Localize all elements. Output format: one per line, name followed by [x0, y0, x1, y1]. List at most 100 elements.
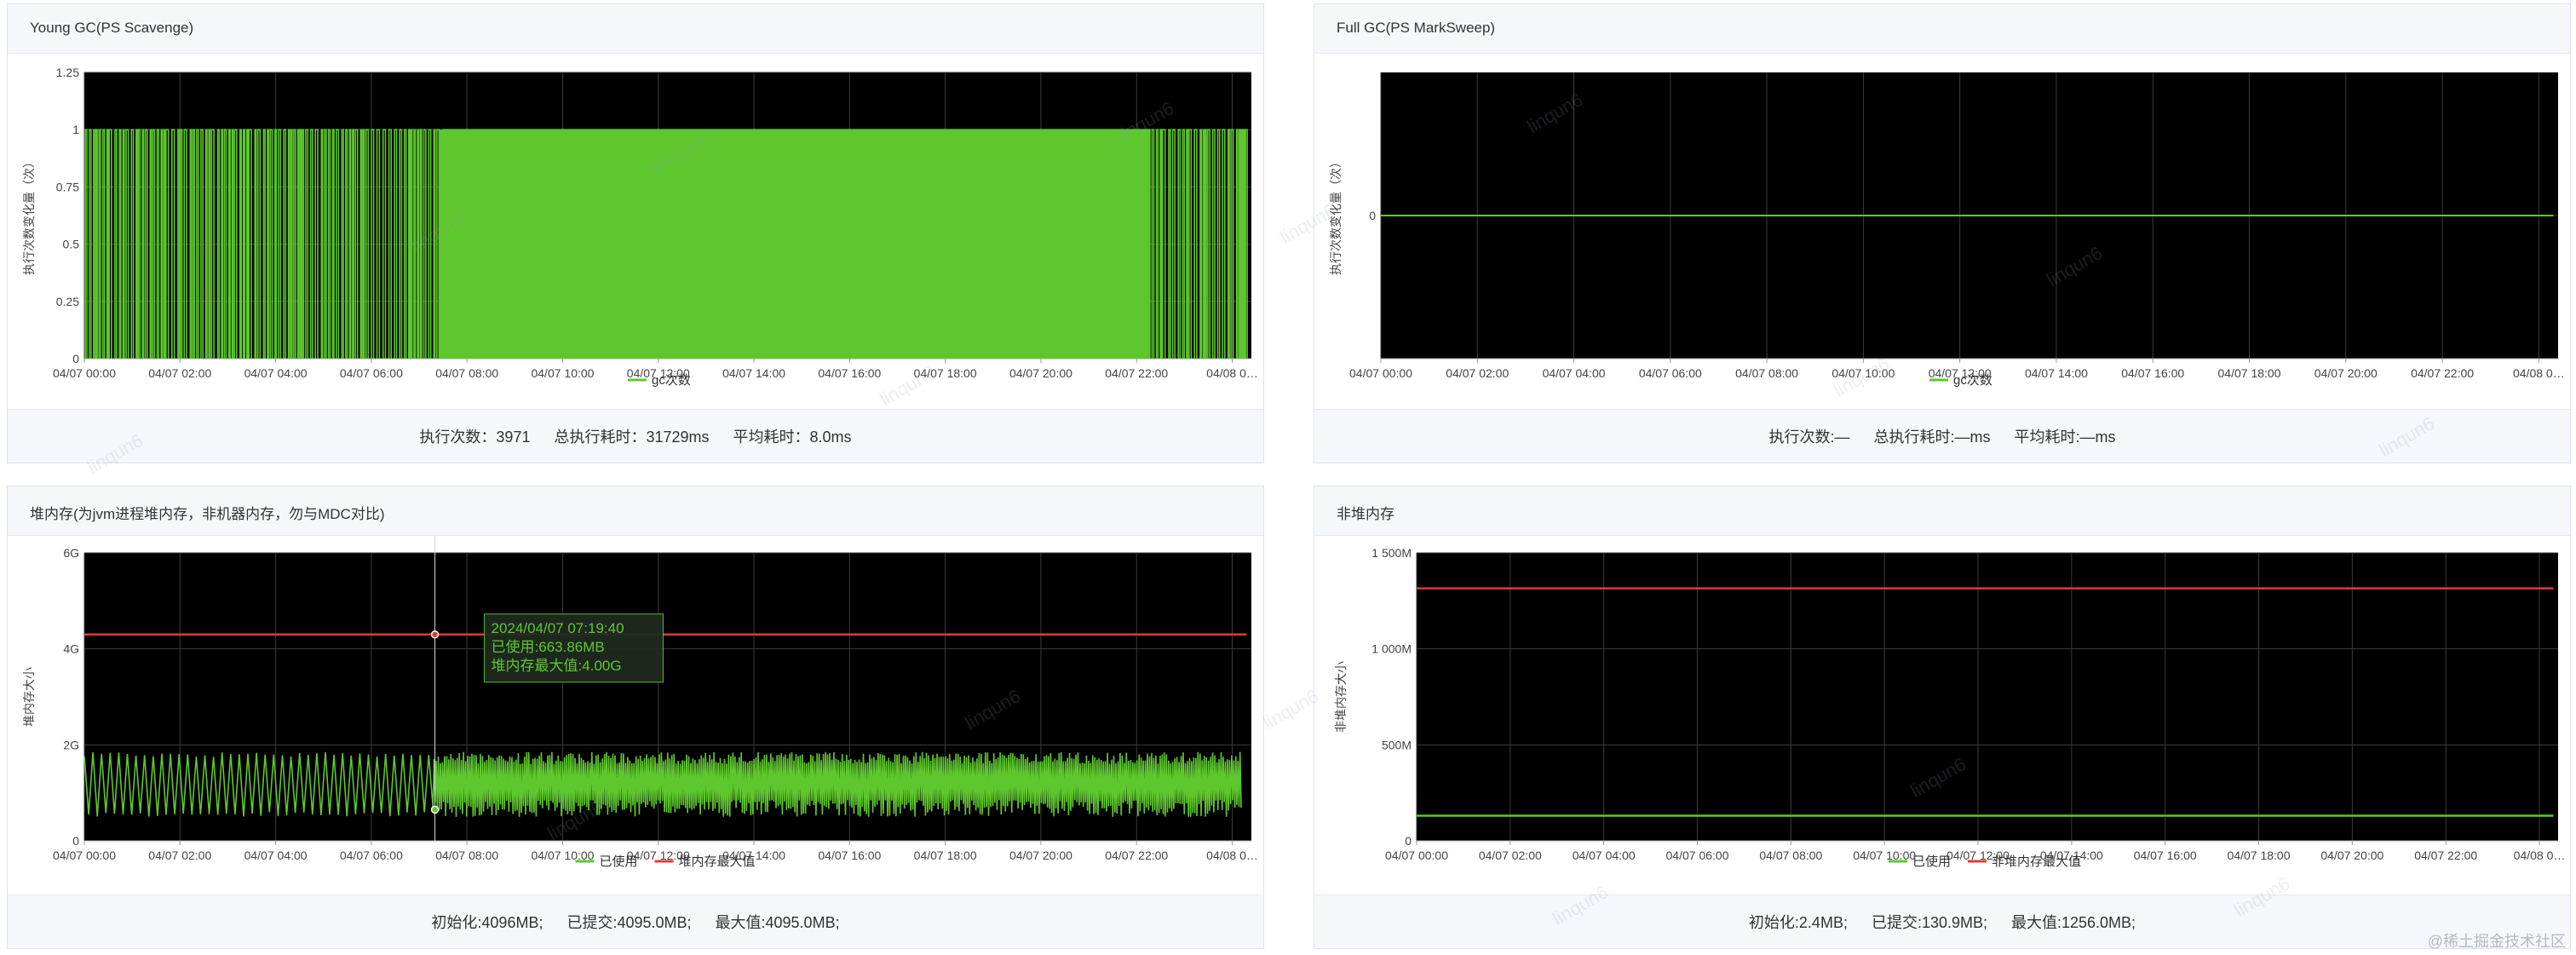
x-tick-label: 04/07 06:00 [1666, 849, 1729, 862]
legend-label: gc次数 [652, 373, 691, 388]
panel-footer: 初始化:2.4MB; 已提交:130.9MB; 最大值:1256.0MB; [1314, 895, 2570, 948]
x-tick-label: 04/07 20:00 [2320, 849, 2383, 862]
x-tick-label: 04/07 08:00 [1735, 366, 1798, 380]
non-heap-memory-panel: 非堆内存 04/07 00:00 04/07 02:00 04/07 04:00 04… [1314, 486, 2571, 949]
panel-title: 非堆内存 [1337, 506, 1394, 522]
heap-memory-panel: 堆内存(为jvm进程堆内存，非机器内存，勿与MDC对比) 04/07 00:00… [7, 486, 1264, 949]
panel-title: Young GC(PS Scavenge) [30, 20, 194, 36]
x-tick-label: 04/07 20:00 [1009, 366, 1072, 380]
panel-header: 非堆内存 [1314, 486, 2570, 536]
heap-max-stat: 最大值:4095.0MB; [715, 914, 840, 931]
x-tick-label: 04/07 02:00 [148, 849, 211, 862]
x-tick-label: 04/07 06:00 [340, 366, 403, 380]
x-tick-label: 04/08 0… [1206, 366, 1258, 380]
x-tick-label: 04/07 08:00 [1759, 849, 1822, 862]
y-axis-label: 执行次数变化量（次） [1329, 156, 1343, 275]
y-tick-label: 0 [1369, 209, 1376, 222]
x-tick-label: 04/07 16:00 [818, 366, 881, 380]
nonheap-committed-stat: 已提交:130.9MB; [1871, 914, 1987, 931]
y-tick-label: 2G [63, 738, 79, 751]
tooltip-box [484, 613, 664, 683]
series-area-gc-count [438, 129, 1147, 359]
legend-label: 堆内存最大值 [679, 854, 756, 869]
crosshair-point-max [430, 630, 440, 639]
tooltip-used: 已使用:663.86MB [492, 638, 605, 655]
panel-footer: 执行次数:— 总执行耗时:—ms 平均耗时:—ms [1314, 409, 2570, 463]
x-tick-label: 04/07 08:00 [435, 849, 498, 862]
y-tick-label: 1.25 [56, 66, 79, 79]
x-tick-label: 04/07 00:00 [1349, 366, 1412, 380]
legend-label: 非堆内存最大值 [1992, 854, 2081, 869]
x-tick-label: 04/07 14:00 [722, 849, 785, 862]
heap-memory-chart[interactable]: 04/07 00:00 04/07 02:00 04/07 04:00 04/07 0… [8, 536, 1263, 895]
x-tick-label: 04/07 16:00 [2134, 849, 2197, 862]
full-gc-chart[interactable]: 04/07 00:00 04/07 02:00 04/07 04:00 04/07 0… [1314, 54, 2570, 410]
y-axis-label: 堆内存大小 [22, 667, 36, 727]
crosshair-point-used [430, 805, 440, 814]
y-tick-label: 1 000M [1371, 642, 1412, 656]
legend-label: 已使用 [600, 854, 638, 869]
full-gc-panel: Full GC(PS MarkSweep) 04/07 00:00 04/07 0… [1314, 3, 2571, 463]
x-tick-label: 04/07 22:00 [2411, 366, 2474, 380]
tooltip-time: 2024/04/07 07:19:40 [492, 620, 624, 636]
x-tick-label: 04/08 0… [1206, 849, 1258, 862]
x-tick-label: 04/07 08:00 [435, 366, 498, 380]
x-tick-label: 04/07 10:00 [1831, 366, 1895, 380]
x-tick-label: 04/07 20:00 [2314, 366, 2378, 380]
panel-header: Full GC(PS MarkSweep) [1314, 4, 2570, 54]
gc-avg-time-stat: 平均耗时：8.0ms [733, 429, 852, 446]
x-tick-label: 04/07 00:00 [53, 366, 116, 380]
x-tick-label: 04/07 12:00 [1929, 366, 1992, 380]
legend-label: gc次数 [1953, 373, 1992, 388]
x-tick-label: 04/07 00:00 [1385, 849, 1448, 862]
y-tick-label: 0 [1405, 834, 1412, 848]
young-gc-chart[interactable]: 04/07 00:00 04/07 02:00 04/07 04:00 04/07 0… [8, 54, 1263, 410]
gc-total-time-stat: 总执行耗时：31729ms [554, 429, 710, 446]
y-tick-label: 0 [72, 834, 79, 848]
x-tick-label: 04/07 12:00 [1946, 849, 2010, 862]
series-line-used [83, 751, 1242, 817]
y-tick-label: 6G [63, 546, 79, 560]
y-tick-label: 500M [1382, 738, 1412, 751]
nonheap-init-stat: 初始化:2.4MB; [1748, 914, 1848, 931]
heap-init-stat: 初始化:4096MB; [431, 914, 543, 931]
x-tick-label: 04/07 22:00 [1105, 849, 1168, 862]
x-tick-label: 04/07 18:00 [2218, 366, 2281, 380]
x-tick-label: 04/07 12:00 [627, 366, 690, 380]
nonheap-max-stat: 最大值:1256.0MB; [2011, 914, 2136, 931]
panel-footer: 执行次数：3971 总执行耗时：31729ms 平均耗时：8.0ms [8, 409, 1263, 463]
y-tick-label: 0.25 [56, 295, 79, 308]
x-tick-label: 04/07 02:00 [1446, 366, 1509, 380]
y-tick-label: 1 500M [1371, 546, 1412, 560]
x-tick-label: 04/07 22:00 [1105, 366, 1168, 380]
gc-count-stat: 执行次数:— [1768, 429, 1850, 446]
x-tick-label: 04/07 12:00 [627, 849, 690, 862]
panel-header: 堆内存(为jvm进程堆内存，非机器内存，勿与MDC对比) [8, 486, 1263, 536]
x-tick-label: 04/07 16:00 [818, 849, 881, 862]
x-tick-label: 04/07 14:00 [722, 366, 785, 380]
y-tick-label: 1 [72, 123, 79, 136]
non-heap-memory-chart[interactable]: 04/07 00:00 04/07 02:00 04/07 04:00 04/07 0… [1314, 536, 2570, 895]
panel-footer: 初始化:4096MB; 已提交:4095.0MB; 最大值:4095.0MB; [8, 895, 1263, 948]
x-tick-label: 04/07 10:00 [531, 366, 594, 380]
x-tick-label: 04/07 20:00 [1009, 849, 1072, 862]
panel-title: Full GC(PS MarkSweep) [1337, 20, 1496, 36]
x-tick-label: 04/07 04:00 [244, 849, 308, 862]
x-tick-label: 04/07 14:00 [2025, 366, 2088, 380]
gc-total-time-stat: 总执行耗时:—ms [1873, 429, 1991, 446]
x-tick-label: 04/07 18:00 [2228, 849, 2291, 862]
x-tick-label: 04/07 02:00 [1479, 849, 1542, 862]
legend-label: 已使用 [1912, 854, 1951, 869]
x-tick-label: 04/07 10:00 [531, 849, 594, 862]
x-tick-label: 04/07 10:00 [1853, 849, 1916, 862]
heap-committed-stat: 已提交:4095.0MB; [566, 914, 692, 931]
gc-avg-time-stat: 平均耗时:—ms [2014, 429, 2116, 446]
panel-header: Young GC(PS Scavenge) [8, 4, 1263, 54]
x-tick-label: 04/07 04:00 [1543, 366, 1606, 380]
y-axis-label: 非堆内存大小 [1334, 661, 1348, 733]
x-tick-label: 04/07 00:00 [53, 849, 116, 862]
x-tick-label: 04/07 22:00 [2414, 849, 2477, 862]
x-tick-label: 04/08 0… [2513, 366, 2565, 380]
x-tick-label: 04/08 0… [2514, 849, 2566, 862]
panel-title: 堆内存(为jvm进程堆内存，非机器内存，勿与MDC对比) [30, 506, 385, 522]
